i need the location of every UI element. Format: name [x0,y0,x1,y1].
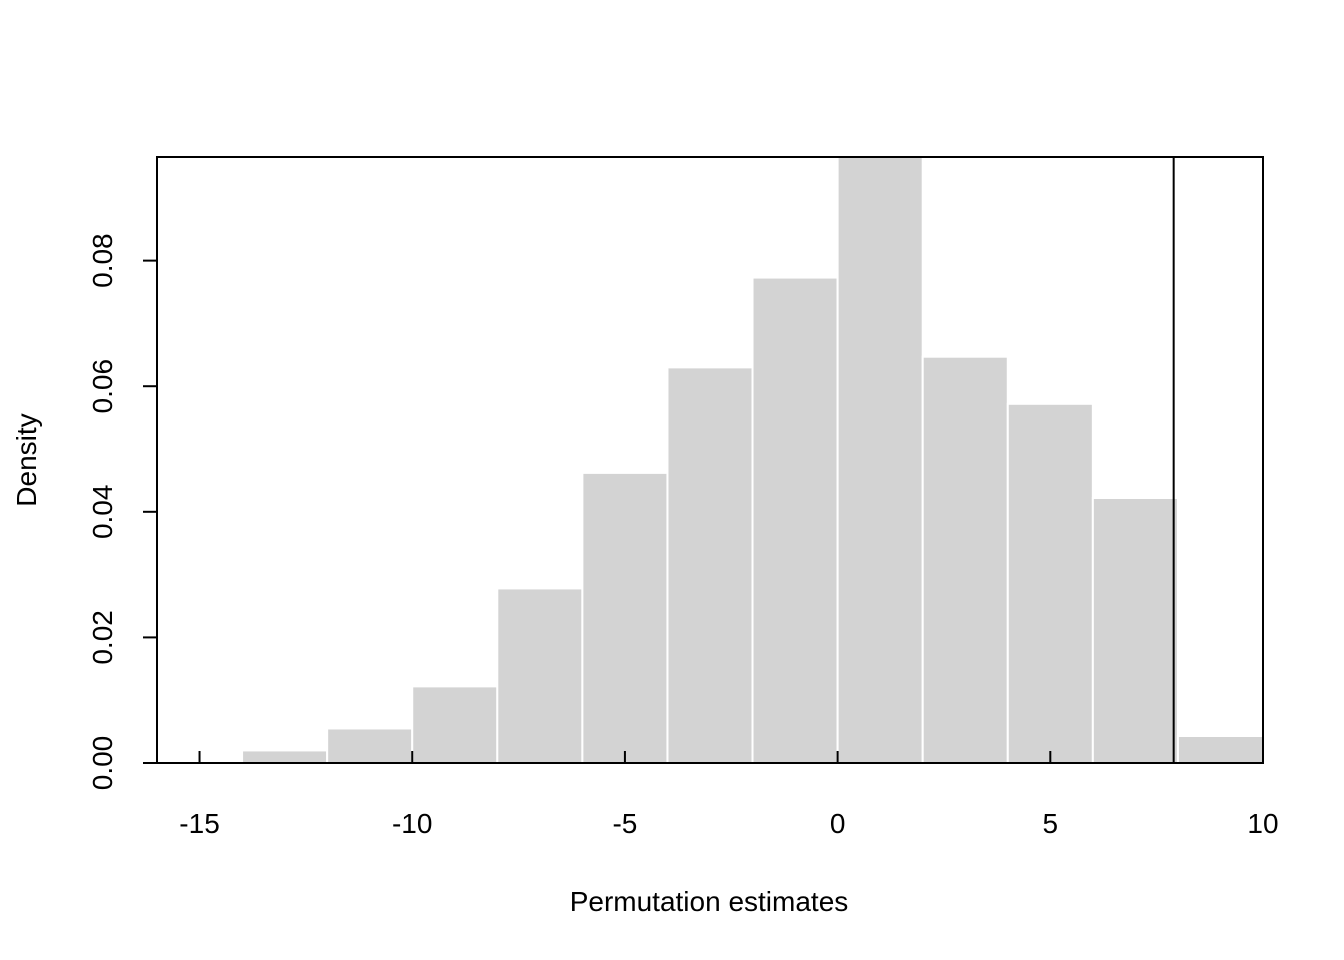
histogram-bar [1176,734,1263,763]
y-tick-label: 0.04 [87,485,118,540]
y-tick-label: 0.00 [87,736,118,791]
histogram-bar [666,366,754,763]
x-axis-title: Permutation estimates [570,886,849,917]
histogram-bars [241,157,1263,763]
y-axis: 0.00 0.02 0.04 0.06 0.08 [87,233,157,790]
histogram-bar [241,749,329,763]
x-tick-label: 5 [1043,808,1059,839]
histogram-bar [411,685,499,763]
x-tick-label: -10 [392,808,432,839]
plot-frame [156,156,1264,764]
x-tick-label: -5 [612,808,637,839]
histogram-bar [921,355,1009,763]
histogram-bar [496,587,584,763]
x-tick-label: -15 [179,808,219,839]
x-tick-label: 0 [830,808,846,839]
x-tick-label: 10 [1247,808,1278,839]
histogram-bar [581,471,669,763]
y-axis-title: Density [11,413,42,506]
x-axis: -15 -10 -5 0 5 10 [179,751,1279,839]
y-tick-label: 0.06 [87,359,118,414]
y-tick-label: 0.08 [87,233,118,288]
histogram-bar [751,276,839,763]
histogram-bar [1091,496,1179,763]
histogram-bar [836,157,924,763]
histogram-bar [326,727,414,763]
y-tick-label: 0.02 [87,610,118,665]
histogram-bar [1006,402,1094,763]
